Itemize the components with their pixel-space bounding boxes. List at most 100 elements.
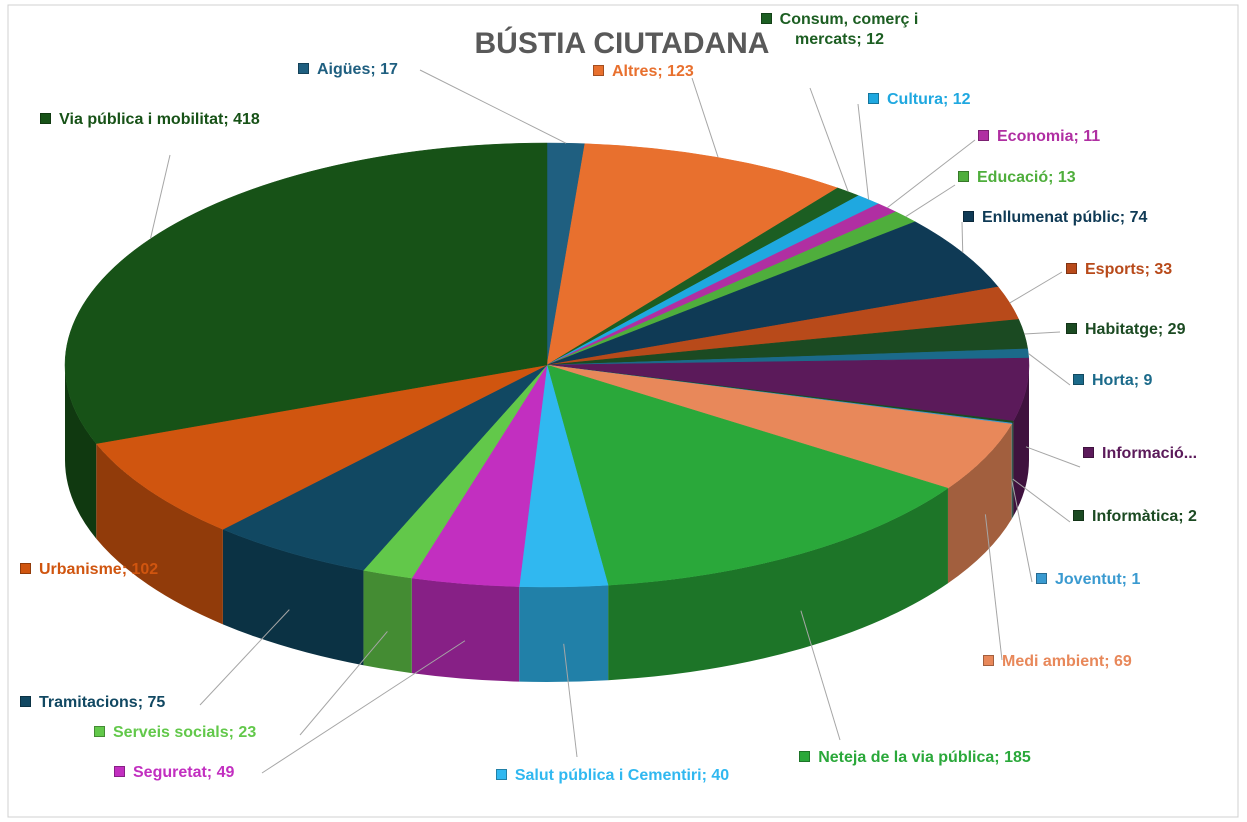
slice <box>64 142 548 444</box>
leader-line <box>691 77 719 158</box>
label-text: Salut pública i Cementiri; 40 <box>514 767 730 784</box>
leader-line <box>984 514 1003 661</box>
label-text: Esports; 33 <box>1085 261 1173 278</box>
leader-line <box>886 139 976 209</box>
legend-marker <box>868 93 879 104</box>
data-label: Horta; 9 <box>1073 371 1247 391</box>
slice <box>222 364 548 571</box>
label-text: Enllumenat públic; 74 <box>982 209 1148 226</box>
legend-marker <box>20 696 31 707</box>
data-label: Tramitacions; 75 <box>20 693 240 713</box>
legend-marker <box>963 211 974 222</box>
legend-marker <box>298 63 309 74</box>
label-text: Joventut; 1 <box>1055 571 1141 588</box>
leader-line <box>1009 271 1063 304</box>
legend-marker <box>978 130 989 141</box>
data-label: Salut pública i Cementiri; 40 <box>470 766 755 786</box>
data-label: Serveis socials; 23 <box>94 723 314 743</box>
legend-marker <box>20 563 31 574</box>
leader-line <box>299 631 388 736</box>
legend-marker <box>40 113 52 124</box>
data-label: Habitatge; 29 <box>1066 320 1247 340</box>
slice-side <box>65 365 97 539</box>
data-label: Esports; 33 <box>1066 260 1247 280</box>
leader-line <box>1011 480 1033 583</box>
leader-line <box>961 221 964 253</box>
slice-side <box>1013 365 1029 517</box>
data-label: Aigües; 17 <box>298 60 498 80</box>
label-text: Aigües; 17 <box>317 61 398 78</box>
leader-line <box>1025 446 1081 468</box>
legend-marker <box>1066 323 1077 334</box>
legend-marker <box>1083 447 1094 458</box>
leader-line <box>1024 331 1061 335</box>
label-text: Medi ambient; 69 <box>1002 653 1132 670</box>
label-text: Informació... <box>1102 445 1198 462</box>
data-label: Joventut; 1 <box>1036 570 1236 590</box>
label-text: Informàtica; 2 <box>1092 508 1197 525</box>
leader-line <box>809 87 849 192</box>
data-label: Educació; 13 <box>958 168 1158 188</box>
legend-marker <box>593 65 604 76</box>
label-text: Serveis socials; 23 <box>113 724 257 741</box>
slice-side <box>96 443 223 625</box>
data-label: Urbanisme; 102 <box>20 560 240 580</box>
data-label: Seguretat; 49 <box>114 763 314 783</box>
leader-line <box>261 640 466 774</box>
label-text: Urbanisme; 102 <box>39 561 159 578</box>
slice-side <box>519 585 609 683</box>
leader-line <box>905 184 956 218</box>
slice-side <box>608 488 948 681</box>
label-text: Altres; 123 <box>612 63 694 80</box>
legend-marker <box>1036 573 1047 584</box>
legend-marker <box>1073 510 1084 521</box>
legend-marker <box>1066 263 1077 274</box>
slice <box>546 143 839 366</box>
slice-side <box>363 570 412 674</box>
slice-side <box>1011 423 1013 520</box>
data-label: Medi ambient; 69 <box>983 652 1203 672</box>
data-label: Cultura; 12 <box>868 90 1068 110</box>
legend-marker <box>760 13 772 24</box>
slice-side <box>222 529 364 666</box>
leader-line <box>800 610 841 741</box>
label-text: Via pública i mobilitat; 418 <box>59 111 260 128</box>
label-text: Educació; 13 <box>977 169 1076 186</box>
data-label: Economia; 11 <box>978 127 1178 147</box>
slice <box>546 364 1013 489</box>
legend-marker <box>983 655 994 666</box>
label-text: Neteja de la via pública; 185 <box>818 749 1031 766</box>
legend-marker <box>799 751 811 762</box>
slice-side <box>411 578 520 682</box>
chart-title: BÚSTIA CIUTADANA <box>475 26 770 60</box>
data-label: Informació... <box>1083 444 1243 464</box>
slice <box>546 221 999 366</box>
data-label: Neteja de la via pública; 185 <box>780 748 1050 768</box>
leader-line <box>1012 478 1071 523</box>
data-label: Enllumenat públic; 74 <box>963 208 1213 228</box>
data-label: Consum, comerç i mercats; 12 <box>752 10 927 50</box>
leader-line <box>857 103 870 200</box>
data-label: Informàtica; 2 <box>1073 507 1247 527</box>
data-label: Via pública i mobilitat; 418 <box>10 110 290 130</box>
data-label: Altres; 123 <box>593 62 793 82</box>
slice <box>546 364 949 586</box>
leader-line <box>563 643 578 758</box>
label-text: Habitatge; 29 <box>1085 321 1186 338</box>
label-text: Seguretat; 49 <box>133 764 235 781</box>
label-text: Consum, comerç i mercats; 12 <box>779 11 919 48</box>
label-text: Horta; 9 <box>1092 372 1153 389</box>
slice-side <box>1012 421 1014 519</box>
legend-marker <box>114 766 125 777</box>
label-text: Economia; 11 <box>997 128 1101 145</box>
legend-marker <box>1073 374 1084 385</box>
leader-line <box>1028 353 1071 386</box>
leader-line <box>199 609 290 706</box>
leader-line <box>149 154 171 239</box>
slice <box>95 364 548 530</box>
legend-marker <box>495 769 507 780</box>
leader-line <box>419 69 567 144</box>
label-text: Tramitacions; 75 <box>39 694 166 711</box>
